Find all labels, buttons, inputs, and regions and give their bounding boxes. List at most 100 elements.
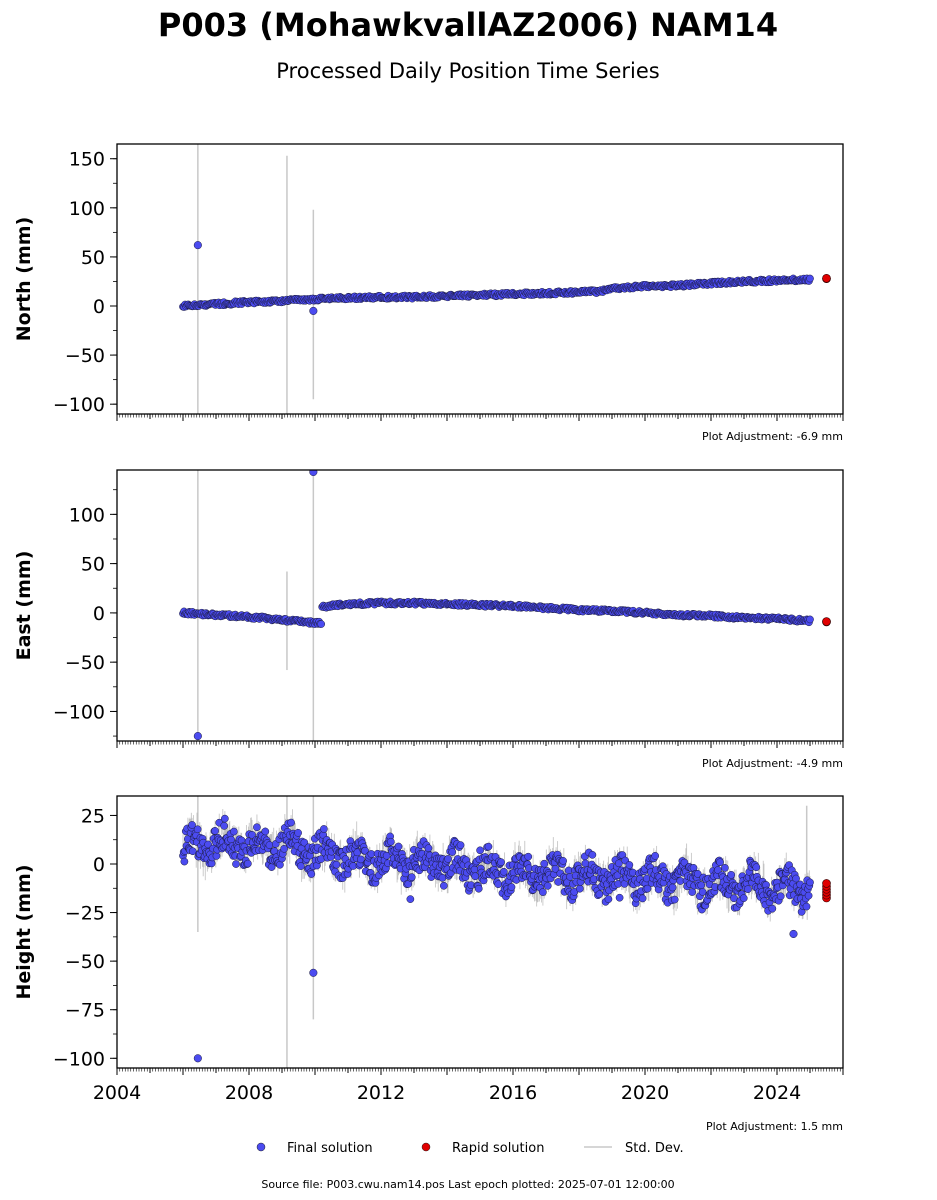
y-tick-label: −100 (53, 701, 105, 723)
y-tick-label: −75 (65, 1000, 105, 1022)
final-solution-point (806, 274, 814, 283)
final-solution-point (613, 871, 622, 880)
final-solution-point (721, 864, 729, 872)
north-panel: −100 −50 0 50 100 150 North (mm) Plot Adjustmen… (13, 143, 844, 443)
final-solution-point (499, 867, 508, 876)
final-solution-point (604, 895, 613, 904)
y-tick-label: −100 (53, 394, 105, 416)
final-solution-point (439, 881, 448, 890)
final-solution-point (752, 863, 761, 872)
plot-area (179, 144, 831, 414)
final-solution-point (524, 852, 533, 861)
final-solution-point (193, 825, 202, 834)
y-tick-label: −50 (65, 345, 105, 367)
final-solution-point (497, 858, 505, 867)
final-solution-point (768, 904, 777, 913)
final-solution-point (386, 837, 395, 846)
final-solution-point (575, 884, 584, 893)
y-tick-label: 0 (93, 296, 105, 318)
chart-subtitle: Processed Daily Position Time Series (276, 59, 660, 83)
y-tick-label: 25 (81, 805, 105, 827)
rapid-solution-point (822, 617, 831, 626)
chart-title: P003 (MohawkvallAZ2006) NAM14 (158, 6, 778, 44)
final-solution-point (651, 851, 660, 860)
y-tick-label: 0 (93, 603, 105, 625)
final-solution-point (320, 825, 328, 833)
final-solution-point (494, 880, 503, 889)
final-solution-point (806, 878, 814, 887)
final-solution-point (471, 872, 480, 881)
final-solution-point (448, 848, 457, 856)
plot-adjustment-label: Plot Adjustment: -4.9 mm (702, 757, 843, 770)
final-solution-point (804, 891, 813, 900)
final-solution-point (589, 875, 598, 884)
final-solution-point (248, 831, 256, 839)
rapid-solution-point (822, 273, 831, 283)
final-solution-point (317, 855, 325, 863)
final-solution-point (507, 883, 516, 891)
y-tick-label: 100 (69, 504, 105, 526)
final-solution-point (244, 859, 252, 868)
y-tick-label: −50 (65, 951, 105, 973)
final-solution-point (668, 883, 677, 892)
final-solution-point (595, 890, 604, 899)
final-solution-point (698, 888, 707, 896)
final-solution-outlier (309, 306, 318, 315)
final-solution-point (280, 844, 288, 853)
y-tick-label: −100 (53, 1048, 105, 1070)
final-solution-point (307, 870, 316, 878)
final-solution-point (356, 855, 365, 864)
final-solution-point (615, 859, 623, 868)
y-tick-label: 50 (81, 247, 105, 269)
y-axis-label: North (mm) (13, 217, 35, 342)
final-solution-point (470, 865, 479, 874)
final-solution-point (220, 822, 228, 830)
final-solution-point (261, 827, 270, 836)
final-solution-point (220, 814, 229, 823)
final-solution-point (638, 894, 647, 903)
y-tick-label: −25 (65, 903, 105, 925)
final-solution-point (476, 846, 484, 855)
final-solution-point (739, 894, 748, 903)
final-solution-point (554, 878, 563, 886)
final-solution-point (588, 851, 597, 859)
plot-adjustment-label: Plot Adjustment: -6.9 mm (702, 430, 843, 443)
final-solution-point (204, 840, 212, 849)
final-solution-point (744, 885, 752, 894)
final-solution-point (625, 861, 634, 869)
final-solution-point (361, 846, 369, 855)
final-solution-point (211, 827, 219, 835)
final-solution-point (551, 864, 560, 873)
final-solution-point (394, 842, 403, 851)
final-solution-point (806, 615, 814, 624)
plot-area (179, 796, 831, 1068)
y-tick-label: 100 (69, 198, 105, 220)
y-tick-label: 150 (69, 149, 105, 171)
final-solution-point (484, 842, 493, 851)
final-solution-point (456, 841, 465, 849)
final-solution-point (688, 888, 696, 896)
final-solution-point (180, 857, 189, 866)
final-solution-point (716, 858, 724, 867)
final-solution-point (697, 881, 706, 890)
final-solution-point (615, 893, 624, 902)
final-solution-point (559, 857, 567, 865)
final-solution-point (406, 895, 415, 903)
final-solution-point (317, 620, 326, 628)
y-tick-label: 0 (93, 854, 105, 876)
final-solution-point (287, 818, 295, 827)
final-solution-point (382, 851, 391, 860)
final-solution-outlier (309, 470, 318, 477)
final-solution-point (332, 860, 341, 869)
final-solution-point (628, 868, 637, 877)
east-panel: −100 −50 0 50 100 East (mm) Plot Adjustment: -… (13, 469, 844, 770)
final-solution-point (232, 860, 240, 868)
final-solution-outlier (193, 241, 202, 250)
final-solution-point (424, 844, 433, 853)
final-solution-point (776, 892, 785, 901)
final-solution-outlier (193, 732, 202, 741)
final-solution-point (792, 874, 800, 883)
final-solution-point (253, 823, 261, 832)
